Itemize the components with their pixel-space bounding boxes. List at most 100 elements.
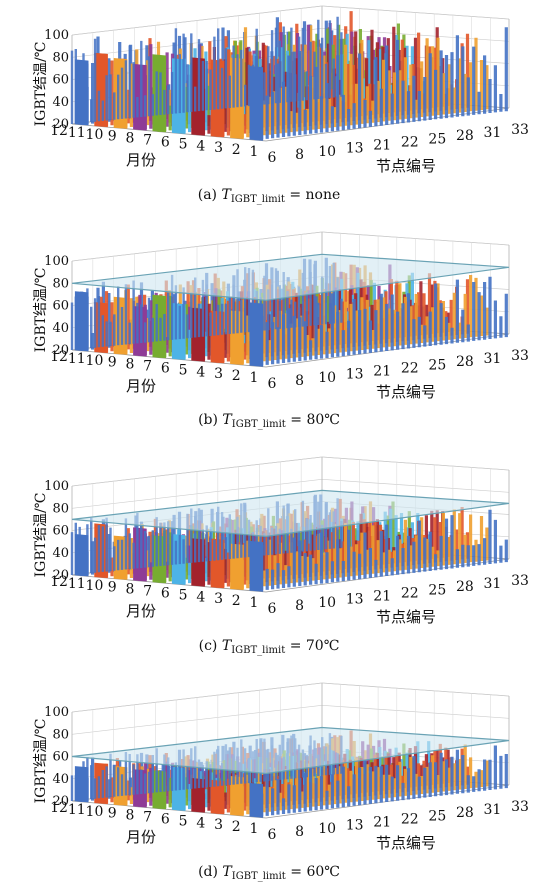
node-tick-label: 31 [484, 125, 502, 141]
bars [70, 257, 508, 367]
z-tick-label: 40 [52, 772, 69, 787]
node-tick-label: 21 [373, 589, 391, 605]
month-tick-label: 10 [86, 804, 104, 820]
caption-value: = none [285, 187, 340, 203]
node-tick-label: 21 [373, 364, 391, 380]
node-tick-label: 8 [295, 598, 304, 614]
z-axis-ticks: 20 40 60 80 100 [44, 254, 69, 358]
node-tick-label: 10 [318, 370, 336, 386]
node-tick-label: 10 [318, 595, 336, 611]
month-tick-label: 12 [50, 574, 68, 590]
node-tick-label: 25 [428, 357, 446, 373]
month-ticks: 12 11 10 9 8 7 6 5 4 3 2 1 [50, 800, 258, 837]
node-tick-label: 6 [268, 150, 277, 166]
caption-symbol: T [222, 412, 233, 428]
z-tick-label: 60 [52, 299, 69, 314]
node-tick-label: 25 [428, 582, 446, 598]
node-tick-label: 33 [511, 122, 529, 138]
month-tick-label: 11 [68, 576, 86, 592]
bar-front-node-6 [74, 59, 89, 126]
node-ticks: 6 8 10 13 21 22 25 28 31 33 [268, 799, 529, 843]
month-axis-label: 月份 [126, 602, 156, 620]
z-tick-label: 100 [44, 705, 69, 720]
caption-value: = 70℃ [285, 638, 339, 654]
node-tick-label: 8 [295, 824, 304, 840]
z-tick-label: 40 [52, 95, 69, 110]
bar-front-node-6 [74, 766, 89, 803]
bars [70, 11, 508, 141]
month-tick-label: 7 [143, 133, 152, 149]
node-tick-label: 10 [318, 144, 336, 160]
z-axis-label: IGBT结温/℃ [33, 268, 49, 353]
limit-plane [71, 726, 510, 775]
month-tick-label: 7 [143, 584, 152, 600]
node-tick-label: 25 [428, 808, 446, 824]
node-series-6-wall [70, 16, 343, 124]
node-tick-label: 6 [268, 601, 277, 617]
month-tick-label: 7 [143, 810, 152, 826]
limit-plane [71, 489, 510, 538]
caption-prefix: (c) [199, 638, 222, 654]
month-tick-label: 8 [125, 582, 134, 598]
node-ticks: 6 8 10 13 21 22 25 28 31 33 [268, 122, 529, 166]
z-tick-label: 40 [52, 321, 69, 336]
node-tick-label: 31 [484, 351, 502, 367]
node-tick-label: 21 [373, 138, 391, 154]
node-tick-label: 28 [456, 128, 474, 144]
month-tick-label: 4 [196, 815, 205, 831]
month-tick-label: 12 [50, 349, 68, 365]
caption-prefix: (a) [198, 187, 222, 203]
z-tick-label: 80 [52, 727, 69, 742]
z-tick-label: 60 [52, 750, 69, 765]
node-tick-label: 8 [295, 373, 304, 389]
month-tick-label: 5 [179, 813, 188, 829]
month-tick-label: 6 [161, 811, 170, 827]
node-tick-label: 8 [295, 147, 304, 163]
month-tick-label: 4 [196, 364, 205, 380]
z-tick-label: 20 [52, 343, 69, 358]
node-axis-label: 节点编号 [376, 608, 436, 626]
caption: (b) TIGBT_limit = 80℃ [198, 412, 340, 430]
caption-value: = 60℃ [286, 864, 340, 880]
month-tick-label: 11 [68, 125, 86, 141]
month-tick-label: 11 [68, 802, 86, 818]
month-tick-label: 2 [232, 819, 241, 835]
z-axis-label: IGBT结温/℃ [33, 493, 49, 578]
month-tick-label: 8 [125, 131, 134, 147]
caption-symbol: T [222, 638, 233, 654]
month-tick-label: 3 [214, 817, 223, 833]
node-tick-label: 13 [346, 367, 364, 383]
node-tick-label: 28 [456, 579, 474, 595]
node-ticks: 6 8 10 13 21 22 25 28 31 33 [268, 573, 529, 617]
node-axis-label: 节点编号 [376, 383, 436, 401]
caption: (a) TIGBT_limit = none [198, 187, 341, 205]
z-axis-label: IGBT结温/℃ [33, 42, 49, 127]
z-axis-ticks: 20 40 60 80 100 [44, 479, 69, 583]
z-tick-label: 100 [44, 28, 69, 43]
month-axis-label: 月份 [126, 377, 156, 395]
node-axis-label: 节点编号 [376, 834, 436, 852]
node-tick-label: 22 [401, 360, 419, 376]
node-tick-label: 28 [456, 354, 474, 370]
node-tick-label: 21 [373, 815, 391, 831]
month-tick-label: 12 [50, 800, 68, 816]
node-tick-label: 10 [318, 821, 336, 837]
bar-front-node-6 [74, 291, 89, 352]
z-axis-label: IGBT结温/℃ [33, 719, 49, 804]
node-tick-label: 22 [401, 811, 419, 827]
month-tick-label: 9 [108, 355, 117, 371]
bar-front-node-31 [230, 776, 244, 816]
month-tick-label: 7 [143, 359, 152, 375]
month-ticks: 12 11 10 9 8 7 6 5 4 3 2 1 [50, 574, 258, 611]
node-series-33 [249, 745, 508, 818]
month-tick-label: 3 [214, 591, 223, 607]
node-tick-label: 22 [401, 585, 419, 601]
node-tick-label: 6 [268, 827, 277, 843]
month-ticks: 12 11 10 9 8 7 6 5 4 3 2 1 [50, 123, 258, 160]
month-tick-label: 4 [196, 138, 205, 154]
caption: (d) TIGBT_limit = 60℃ [198, 864, 340, 882]
node-tick-label: 13 [346, 141, 364, 157]
